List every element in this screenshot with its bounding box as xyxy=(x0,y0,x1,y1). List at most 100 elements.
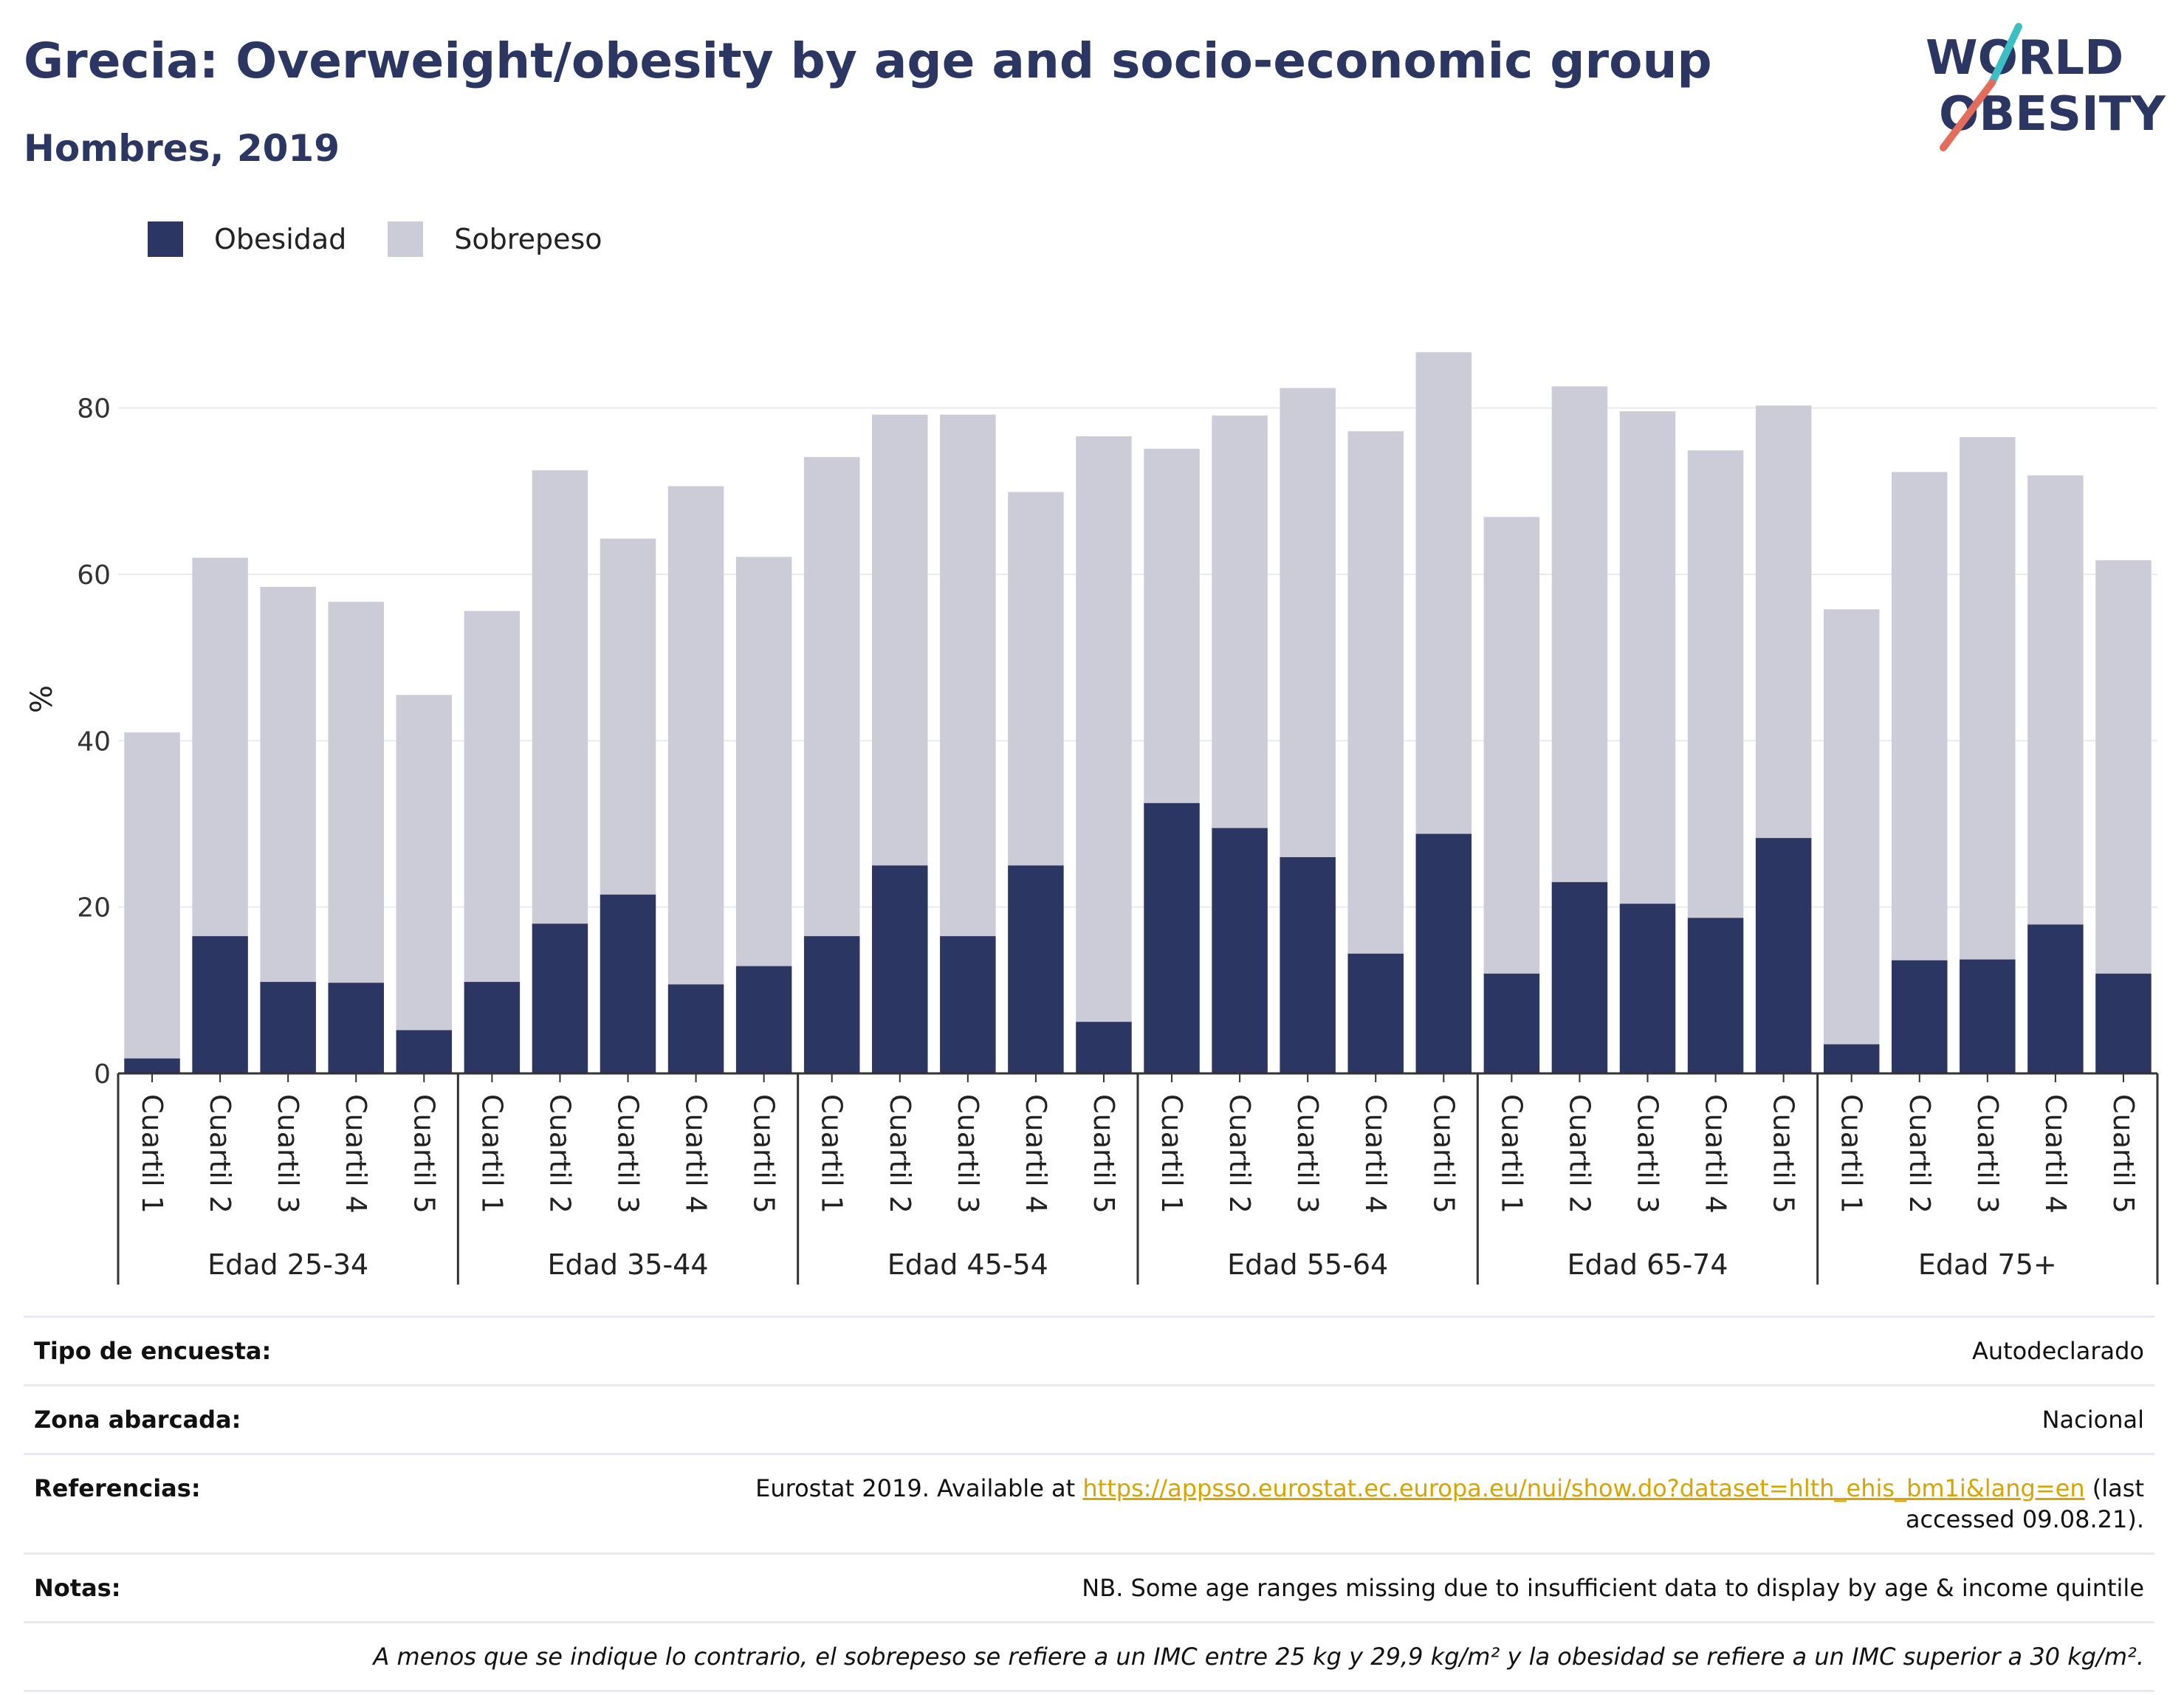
logo-line-1: WORLD xyxy=(1926,31,2123,86)
x-tick-label: Cuartil 4 xyxy=(2039,1094,2072,1214)
bar-sobrepeso xyxy=(803,457,860,937)
bar-obesidad xyxy=(1619,904,1676,1073)
x-tick-label: Cuartil 4 xyxy=(340,1094,372,1214)
bar-sobrepeso xyxy=(124,732,180,1059)
survey-label: Tipo de encuesta: xyxy=(34,1337,272,1365)
chart-title: Grecia: Overweight/obesity by age and so… xyxy=(24,32,1712,89)
bar-obesidad xyxy=(1415,833,1472,1073)
legend-label-sobrepeso: Sobrepeso xyxy=(454,223,602,255)
bar-obesidad xyxy=(1212,828,1268,1073)
bar-obesidad xyxy=(532,924,588,1073)
bar-obesidad xyxy=(1008,865,1064,1073)
notes-label: Notas: xyxy=(34,1574,121,1602)
bar-obesidad xyxy=(2027,924,2084,1073)
bar-sobrepeso xyxy=(328,602,384,983)
group-label: Edad 55-64 xyxy=(1227,1248,1388,1281)
legend-item-obesidad[interactable]: Obesidad xyxy=(148,221,346,257)
references-label: Referencias: xyxy=(34,1474,201,1502)
bar-sobrepeso xyxy=(667,486,724,985)
x-tick-label: Cuartil 1 xyxy=(1495,1094,1528,1214)
x-tick-label: Cuartil 2 xyxy=(884,1094,916,1214)
chart-subtitle: Hombres, 2019 xyxy=(24,127,340,170)
info-table: Tipo de encuesta: Autodeclarado Zona aba… xyxy=(24,1316,2154,1692)
x-tick-label: Cuartil 3 xyxy=(1971,1094,2004,1214)
x-tick-label: Cuartil 4 xyxy=(680,1094,712,1214)
bar-sobrepeso xyxy=(396,695,453,1031)
bar-obesidad xyxy=(192,936,248,1073)
bar-sobrepeso xyxy=(1076,436,1132,1022)
bar-sobrepeso xyxy=(1619,411,1676,904)
y-tick-label: 40 xyxy=(77,726,111,757)
x-tick-label: Cuartil 5 xyxy=(748,1094,780,1214)
bar-sobrepeso xyxy=(1687,450,1744,918)
area-value: Nacional xyxy=(2042,1406,2144,1434)
bar-sobrepeso xyxy=(1892,472,1948,960)
x-tick-label: Cuartil 3 xyxy=(612,1094,645,1214)
info-row-footnote: A menos que se indique lo contrario, el … xyxy=(24,1621,2154,1692)
logo-line-2: OBESITY xyxy=(1939,87,2166,142)
legend-item-sobrepeso[interactable]: Sobrepeso xyxy=(388,221,602,257)
survey-value: Autodeclarado xyxy=(1971,1337,2144,1365)
bar-obesidad xyxy=(260,982,316,1073)
x-tick-label: Cuartil 2 xyxy=(1903,1094,1936,1214)
x-tick-label: Cuartil 1 xyxy=(136,1094,168,1214)
x-tick-label: Cuartil 2 xyxy=(1563,1094,1596,1214)
bar-sobrepeso xyxy=(1755,405,1812,839)
stacked-bar-chart: 0 20 40 60 80% Cuartil 1 Cuartil 2 Cuartil 3 Cua… xyxy=(25,352,2159,1285)
x-tick-label: Cuartil 3 xyxy=(952,1094,984,1214)
x-tick-label: Cuartil 4 xyxy=(1020,1094,1052,1214)
bar-sobrepeso xyxy=(1415,352,1472,834)
group-label: Edad 75+ xyxy=(1918,1248,2057,1281)
x-tick-label: Cuartil 1 xyxy=(1155,1094,1188,1214)
y-tick-label: 60 xyxy=(77,560,111,591)
x-tick-label: Cuartil 5 xyxy=(2107,1094,2140,1214)
bar-obesidad xyxy=(124,1058,180,1073)
bar-sobrepeso xyxy=(1144,448,1200,803)
info-row-notes: Notas: NB. Some age ranges missing due t… xyxy=(24,1553,2154,1621)
x-tick-label: Cuartil 2 xyxy=(1223,1094,1256,1214)
x-tick-label: Cuartil 5 xyxy=(1427,1094,1460,1214)
logo-slash-teal xyxy=(1988,23,2022,86)
bar-obesidad xyxy=(940,936,996,1073)
bar-sobrepeso xyxy=(192,557,248,937)
bar-obesidad xyxy=(396,1030,453,1073)
bar-obesidad xyxy=(1347,953,1404,1073)
y-tick-label: 20 xyxy=(77,893,111,924)
bar-sobrepeso xyxy=(2095,560,2152,974)
bar-sobrepeso xyxy=(532,470,588,924)
bar-sobrepeso xyxy=(464,611,521,983)
bar-obesidad xyxy=(2095,973,2152,1073)
bar-obesidad xyxy=(735,966,792,1073)
y-axis-label: % xyxy=(25,685,59,713)
bar-sobrepeso xyxy=(1823,609,1880,1045)
bar-obesidad xyxy=(1687,918,1744,1073)
bar-obesidad xyxy=(1892,960,1948,1073)
notes-value: NB. Some age ranges missing due to insuf… xyxy=(1082,1574,2144,1602)
bar-sobrepeso xyxy=(1483,517,1540,974)
references-link[interactable]: https://appsso.eurostat.ec.europa.eu/nui… xyxy=(1082,1474,2085,1502)
bar-sobrepeso xyxy=(1551,386,1608,882)
bar-obesidad xyxy=(1076,1022,1132,1073)
bar-sobrepeso xyxy=(1008,492,1064,866)
x-tick-label: Cuartil 4 xyxy=(1359,1094,1392,1214)
info-row-references: Referencias: Eurostat 2019. Available at… xyxy=(24,1453,2154,1553)
bar-obesidad xyxy=(1280,857,1336,1073)
x-tick-label: Cuartil 1 xyxy=(475,1094,508,1214)
y-tick-label: 80 xyxy=(77,394,111,424)
x-tick-label: Cuartil 1 xyxy=(1836,1094,1868,1214)
bar-sobrepeso xyxy=(600,538,656,895)
bar-obesidad xyxy=(1960,959,2016,1073)
info-row-survey: Tipo de encuesta: Autodeclarado xyxy=(24,1316,2154,1384)
bar-obesidad xyxy=(1483,973,1540,1073)
bar-obesidad xyxy=(328,983,384,1073)
bar-sobrepeso xyxy=(2027,475,2084,925)
bar-obesidad xyxy=(464,982,521,1073)
references-prefix: Eurostat 2019. Available at xyxy=(755,1474,1083,1502)
bar-obesidad xyxy=(1823,1044,1880,1073)
x-tick-label: Cuartil 1 xyxy=(816,1094,848,1214)
x-tick-label: Cuartil 5 xyxy=(1088,1094,1120,1214)
group-label: Edad 65-74 xyxy=(1567,1248,1728,1281)
bar-sobrepeso xyxy=(1347,431,1404,954)
info-row-area: Zona abarcada: Nacional xyxy=(24,1384,2154,1453)
group-label: Edad 25-34 xyxy=(207,1248,368,1281)
